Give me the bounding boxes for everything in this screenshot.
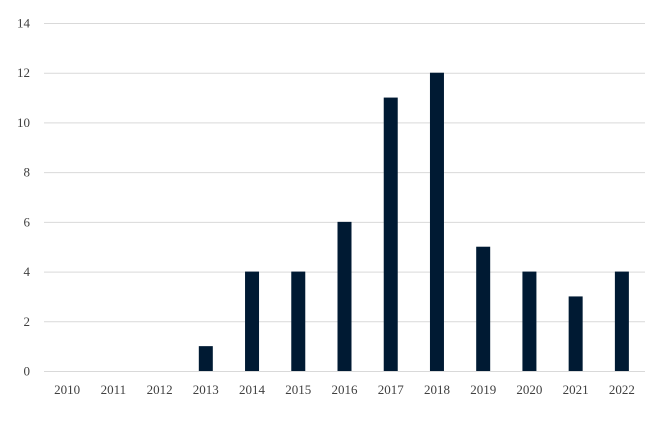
y-tick-label: 2 [24, 314, 31, 329]
y-tick-label: 8 [24, 165, 31, 180]
y-tick-label: 4 [24, 264, 31, 279]
bar-2022 [614, 271, 629, 371]
bars [198, 72, 629, 372]
x-tick-label: 2017 [378, 382, 405, 397]
x-tick-label: 2010 [54, 382, 80, 397]
x-tick-label: 2018 [424, 382, 450, 397]
y-tick-label: 0 [24, 364, 31, 379]
x-tick-label: 2013 [193, 382, 219, 397]
x-tick-label: 2019 [470, 382, 496, 397]
x-tick-label: 2014 [239, 382, 266, 397]
x-axis-ticks: 2010 2011 2012 2013 2014 2015 2016 2017 2018 2019… [54, 382, 635, 397]
bar-2015 [291, 271, 306, 371]
y-axis-ticks: 0 2 4 6 8 10 12 14 [17, 16, 31, 379]
x-tick-label: 2015 [285, 382, 311, 397]
bar-2021 [568, 296, 583, 371]
bar-2016 [337, 221, 352, 371]
y-tick-label: 6 [24, 214, 31, 229]
y-tick-label: 14 [17, 16, 31, 31]
bar-2014 [245, 271, 260, 371]
y-tick-label: 10 [17, 115, 30, 130]
bar-2019 [476, 246, 491, 371]
bar-2017 [383, 97, 398, 372]
x-tick-label: 2016 [332, 382, 359, 397]
bar-2018 [429, 72, 444, 371]
bar-2020 [522, 271, 537, 371]
x-tick-label: 2022 [609, 382, 635, 397]
x-tick-label: 2012 [147, 382, 173, 397]
x-tick-label: 2011 [101, 382, 127, 397]
y-tick-label: 12 [17, 65, 30, 80]
x-tick-label: 2020 [516, 382, 542, 397]
x-tick-label: 2021 [563, 382, 589, 397]
bar-2013 [198, 346, 213, 371]
